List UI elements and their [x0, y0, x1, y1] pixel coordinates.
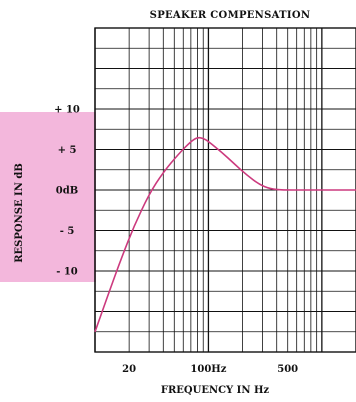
- y-tick-labels: + 10 + 5 0dB - 5 - 10: [54, 105, 80, 278]
- x-axis-label: FREQUENCY IN Hz: [161, 385, 270, 396]
- ylabel-band: [0, 112, 96, 282]
- y-tick-label: + 10: [54, 105, 80, 116]
- x-tick-labels: 20 100Hz 500: [122, 364, 298, 375]
- y-tick-label: - 10: [56, 267, 78, 278]
- y-tick-label: + 5: [58, 145, 77, 156]
- y-tick-label: 0dB: [56, 186, 78, 197]
- x-tick-label: 500: [277, 364, 298, 375]
- x-tick-label: 100Hz: [190, 364, 226, 375]
- plot-frame: [94, 27, 356, 353]
- grid: [94, 27, 356, 353]
- y-axis-label: RESPONSE IN dB: [14, 163, 25, 263]
- y-tick-label: - 5: [60, 226, 75, 237]
- chart-title: SPEAKER COMPENSATION: [150, 10, 311, 21]
- series-line: [94, 136, 356, 333]
- x-tick-label: 20: [122, 364, 136, 375]
